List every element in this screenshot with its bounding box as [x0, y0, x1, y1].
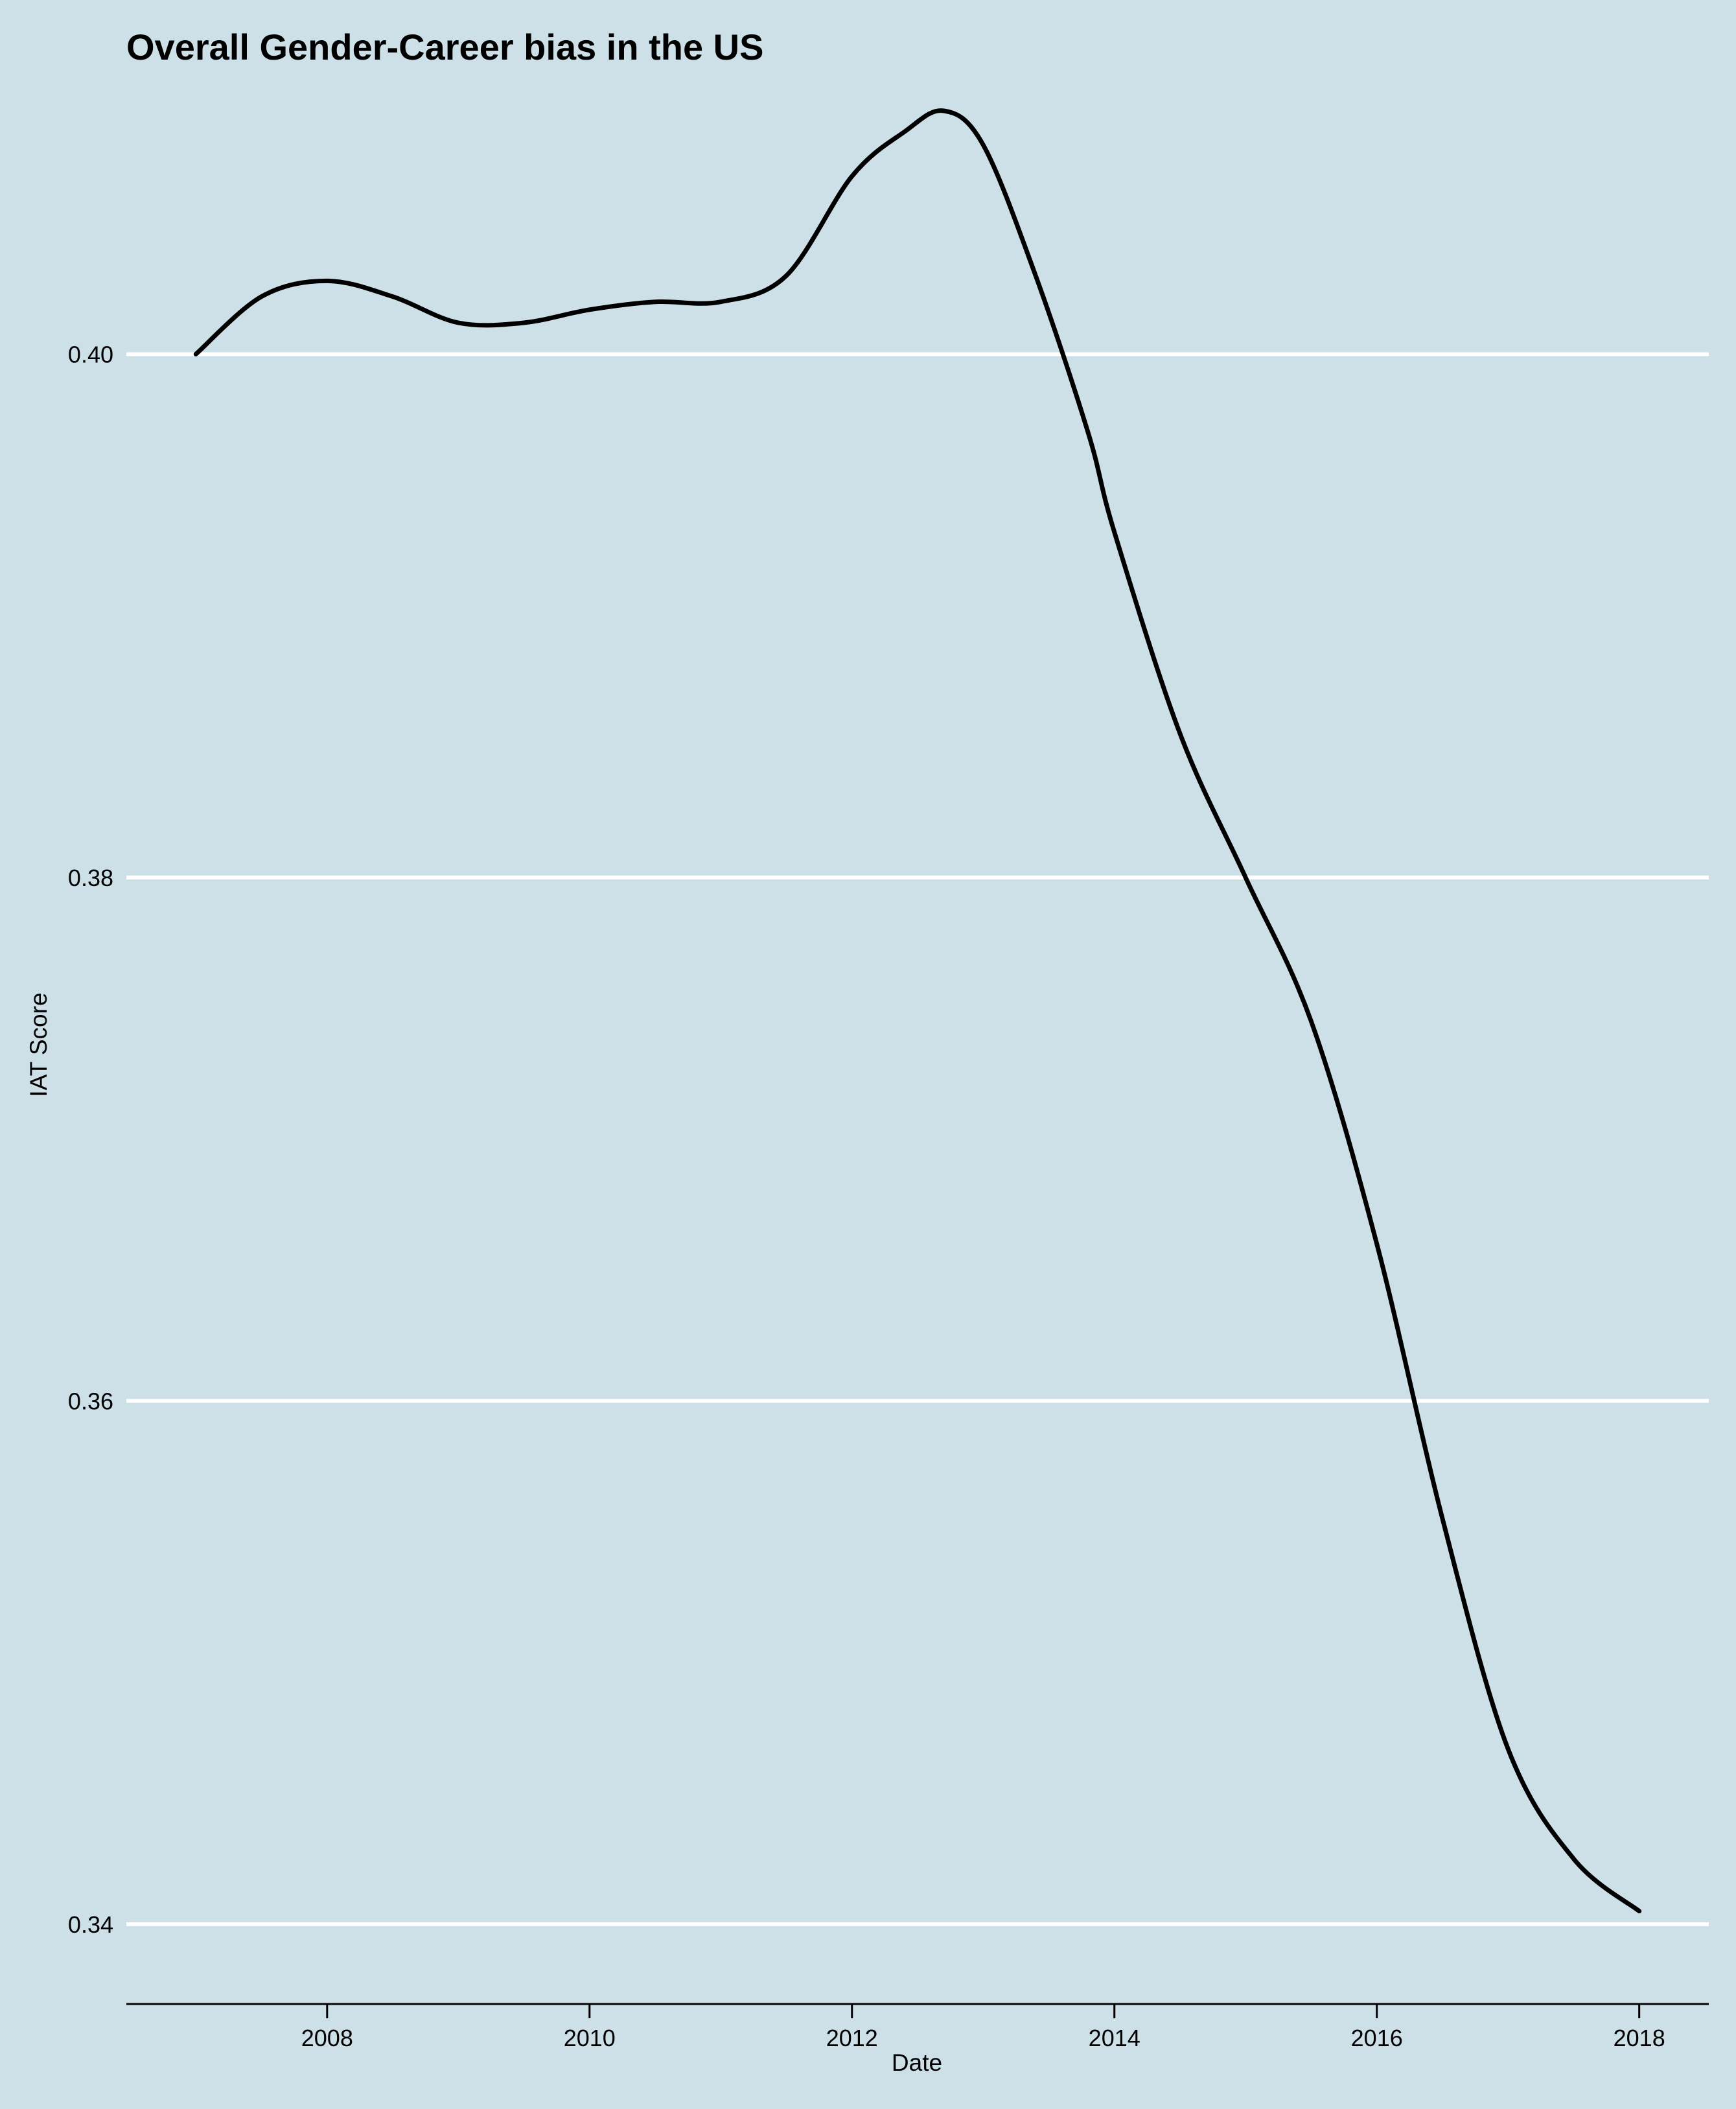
y-tick-label: 0.38 [68, 865, 113, 891]
x-tick-label: 2012 [826, 2025, 878, 2051]
y-tick-label: 0.34 [68, 1911, 113, 1938]
y-tick-label: 0.40 [68, 341, 113, 367]
x-tick-label: 2018 [1614, 2025, 1665, 2051]
x-axis-title: Date [892, 2049, 942, 2076]
grid-lines [126, 352, 1709, 1926]
y-axis-title: IAT Score [25, 992, 52, 1097]
x-tick-label: 2008 [301, 2025, 353, 2051]
x-tick-label: 2010 [564, 2025, 616, 2051]
x-tick-label: 2014 [1089, 2025, 1140, 2051]
series-line [193, 108, 1642, 1914]
y-tick-label: 0.36 [68, 1388, 113, 1414]
chart-title: Overall Gender-Career bias in the US [126, 27, 763, 67]
x-axis: 2008 2010 2012 2014 2016 2018 [126, 2003, 1709, 2051]
series-layer [193, 108, 1642, 1914]
y-axis-ticks: 0.34 0.36 0.38 0.40 [68, 341, 113, 1937]
x-tick-label: 2016 [1351, 2025, 1403, 2051]
